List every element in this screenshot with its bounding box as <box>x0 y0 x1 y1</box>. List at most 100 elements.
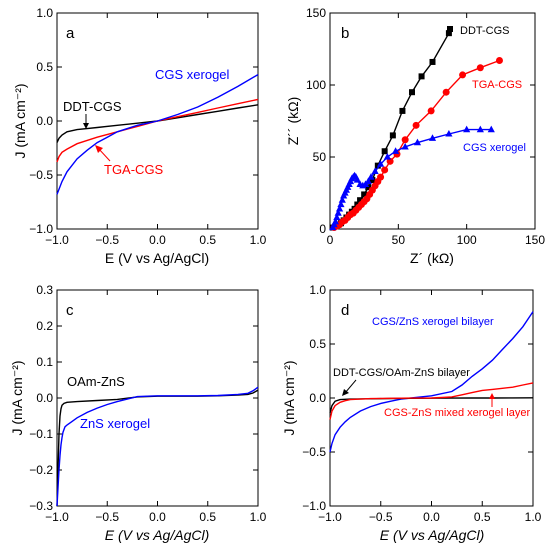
series-line-cgs-zns-mixed-xerogel-layer <box>329 382 534 420</box>
x-axis-label-d: E (V vs Ag/AgCl) <box>380 527 485 543</box>
panel-a: −1.0 −0.5 0.0 0.5 1.0 −1.0 −0.5 0.0 0.5 1.0 a E (… <box>12 6 267 266</box>
series-b <box>329 26 503 232</box>
data-point-cgs-xerogel <box>334 209 342 216</box>
annotation-zns-xerogel-c: ZnS xerogel <box>80 416 150 431</box>
x-tick-label: 1.0 <box>250 510 267 524</box>
data-point-ddt-cgs <box>389 132 396 139</box>
data-point-tga-cgs <box>495 57 503 65</box>
x-tick-label: −0.5 <box>95 510 119 524</box>
data-point-cgs-xerogel <box>338 196 346 203</box>
legend-ddt-cgs-b: DDT-CGS <box>460 25 510 37</box>
data-point-cgs-xerogel <box>392 147 400 154</box>
panel-b: 0 50 100 150 0 50 100 150 b Z´ (kΩ) Z´´ (kΩ) DD… <box>285 6 545 266</box>
series-line-cgs-zns-xerogel-bilayer <box>329 311 534 453</box>
x-tick-label: 0 <box>327 233 334 247</box>
y-tick-label: 100 <box>306 78 326 92</box>
annotation-cgs-zns-bilayer-d: CGS/ZnS xerogel bilayer <box>372 316 494 328</box>
x-axis-label-c: E (V vs Ag/AgCl) <box>105 527 210 543</box>
data-point-ddt-cgs <box>361 191 368 198</box>
x-tick-label: 0.5 <box>474 510 491 524</box>
legend-cgs-xerogel-b: CGS xerogel <box>463 142 526 154</box>
y-tick-label: 0.0 <box>36 391 53 405</box>
data-point-ddt-cgs <box>399 107 406 114</box>
data-point-ddt-cgs <box>418 73 425 80</box>
arrowhead-mixed-d <box>489 393 495 399</box>
data-point-cgs-xerogel <box>413 138 422 146</box>
data-point-ddt-cgs <box>429 58 436 65</box>
y-tick-label: −1.0 <box>29 222 53 236</box>
data-point-tga-cgs <box>476 64 484 72</box>
y-tick-label: 0.0 <box>309 391 326 405</box>
x-tick-label: 100 <box>457 233 477 247</box>
annotation-ddt-oam-bilayer-d: DDT-CGS/OAm-ZnS bilayer <box>333 367 470 379</box>
y-tick-label: −0.5 <box>302 445 326 459</box>
y-tick-label: 1.0 <box>36 6 53 20</box>
y-tick-label: 1.0 <box>309 283 326 297</box>
ticks-d: −1.0 −0.5 0.0 0.5 1.0 −1.0 −0.5 0.0 0.5 1.0 <box>302 283 541 524</box>
x-tick-label: −1.0 <box>318 510 342 524</box>
panel-label-d: d <box>341 302 349 319</box>
x-tick-label: 50 <box>392 233 406 247</box>
data-point-tga-cgs <box>427 107 435 115</box>
x-tick-label: 1.0 <box>250 233 267 247</box>
data-point-tga-cgs <box>377 173 385 181</box>
annotation-ddt-cgs-a: DDT-CGS <box>63 99 122 114</box>
panel-c: −1.0 −0.5 0.0 0.5 1.0 −0.3 −0.2 −0.1 0.0 0.1 0.2 0.… <box>9 283 267 543</box>
y-tick-label: 150 <box>306 6 326 20</box>
data-point-ddt-cgs <box>357 197 364 204</box>
panel-label-b: b <box>341 25 349 42</box>
y-tick-label: 0.5 <box>309 337 326 351</box>
plot-frame-c <box>56 289 259 507</box>
y-tick-label: −0.1 <box>29 427 53 441</box>
arrowhead-tga-cgs-a <box>95 145 103 153</box>
annotation-cgs-zns-mixed-d: CGS-ZnS mixed xerogel layer <box>384 407 530 419</box>
y-axis-label-b: Z´´ (kΩ) <box>285 97 301 146</box>
y-tick-label: −1.0 <box>302 499 326 513</box>
data-point-cgs-xerogel <box>428 134 437 141</box>
data-point-cgs-xerogel <box>383 153 391 160</box>
ticks-c: −1.0 −0.5 0.0 0.5 1.0 −0.3 −0.2 −0.1 0.0 0.1 0.2 0.… <box>29 283 266 524</box>
panel-d: −1.0 −0.5 0.0 0.5 1.0 −1.0 −0.5 0.0 0.5 1.0 d E (… <box>281 283 542 543</box>
data-point-tga-cgs <box>401 136 409 144</box>
data-point-ddt-cgs <box>369 177 376 184</box>
data-point-tga-cgs <box>412 121 420 129</box>
y-tick-label: −0.3 <box>29 499 53 513</box>
x-tick-label: 0.5 <box>199 233 216 247</box>
series-c <box>56 386 259 507</box>
x-tick-label: −0.5 <box>95 233 119 247</box>
data-point-cgs-xerogel <box>376 160 385 167</box>
y-tick-label: 0 <box>319 222 326 236</box>
x-tick-label: 0.0 <box>423 510 440 524</box>
data-point-cgs-xerogel <box>331 217 340 225</box>
x-axis-label-a: E (V vs Ag/AgCl) <box>105 250 209 266</box>
x-tick-label: −1.0 <box>45 510 69 524</box>
y-tick-label: 0.2 <box>36 319 53 333</box>
y-tick-label: 0.3 <box>36 283 53 297</box>
y-tick-label: −0.5 <box>29 168 53 182</box>
data-point-cgs-xerogel <box>463 125 471 133</box>
panel-label-a: a <box>66 25 75 42</box>
series-line-zns-xerogel <box>56 386 259 507</box>
y-axis-label-a: J (mA cm⁻²) <box>12 83 28 158</box>
x-axis-label-b: Z´ (kΩ) <box>410 250 454 266</box>
annotation-tga-cgs-a: TGA-CGS <box>104 162 164 177</box>
data-point-ddt-cgs <box>445 30 452 37</box>
data-point-tga-cgs <box>381 166 389 174</box>
series-line-cgs-xerogel <box>56 73 259 195</box>
y-tick-label: 50 <box>313 150 327 164</box>
arrowhead-ddt-cgs-a <box>83 123 89 129</box>
data-point-cgs-xerogel <box>367 173 375 180</box>
data-point-cgs-xerogel <box>371 167 379 174</box>
x-tick-label: 1.0 <box>525 510 542 524</box>
data-point-ddt-cgs <box>409 89 415 96</box>
data-point-ddt-cgs <box>381 148 388 155</box>
series-line-ddt-cgs <box>56 104 259 143</box>
arrow-ddt-oam-d <box>344 379 357 394</box>
y-tick-label: −0.2 <box>29 463 53 477</box>
data-point-cgs-xerogel <box>487 125 495 133</box>
data-point-cgs-xerogel <box>476 125 484 133</box>
x-tick-label: 0.0 <box>149 233 166 247</box>
legend-marker-ddt-cgs <box>447 26 453 32</box>
data-point-cgs-xerogel <box>364 177 372 185</box>
